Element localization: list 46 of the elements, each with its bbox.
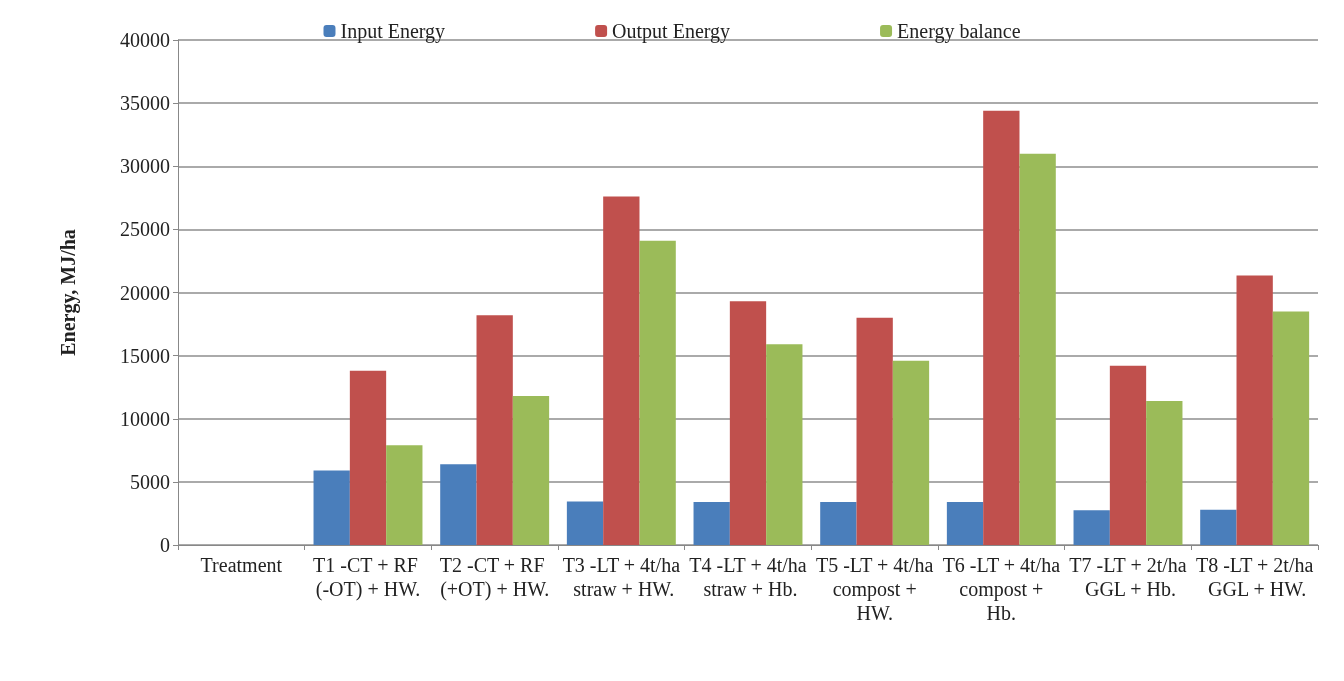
bar [603, 196, 640, 545]
bar [349, 370, 387, 545]
y-axis-title: Energy, MJ/ha [57, 229, 80, 356]
bar [946, 502, 984, 545]
bar [766, 344, 803, 545]
x-tick-label: T5 -LT + 4t/ha compost + HW. [815, 554, 934, 624]
legend-label: Output Energy [612, 20, 731, 43]
y-tick-label: 30000 [120, 155, 170, 178]
x-tick-label: T3 -LT + 4t/ha straw + HW. [562, 554, 681, 600]
bar [512, 396, 550, 545]
y-tick-label: 15000 [120, 344, 170, 367]
bar [1019, 153, 1056, 545]
legend-label: Energy balance [897, 20, 1021, 43]
y-tick-label: 20000 [120, 281, 170, 304]
x-tick-label: T7 -LT + 2t/ha GGL + Hb. [1069, 554, 1187, 600]
bar [1146, 401, 1183, 545]
y-tick-label: 0 [160, 534, 170, 556]
bar [1272, 311, 1310, 545]
bar [313, 470, 350, 545]
bar [566, 501, 604, 545]
x-tick-label: T8 -LT + 2t/ha GGL + HW. [1195, 554, 1314, 600]
y-tick-label: 35000 [120, 92, 170, 115]
bar [1073, 510, 1110, 545]
bar [856, 317, 893, 545]
x-tick-label: Treatment [200, 554, 283, 576]
bar [639, 240, 676, 545]
bar [892, 360, 930, 545]
y-tick-label: 10000 [120, 407, 170, 430]
bar [1200, 509, 1237, 545]
y-tick-label: 5000 [130, 470, 170, 493]
y-tick-label: 40000 [120, 29, 170, 51]
bar [440, 464, 477, 545]
bar [729, 301, 767, 545]
bar [476, 315, 513, 545]
bar [1109, 365, 1147, 545]
bar [386, 445, 423, 545]
bar [820, 502, 857, 545]
x-tick-label: T6 -LT + 4t/ha compost + Hb. [942, 554, 1061, 624]
x-tick-label: T2 -CT + RF (+OT) + HW. [439, 554, 550, 601]
x-tick-label: T1 -CT + RF (-OT) + HW. [313, 554, 423, 601]
x-tick-label: T4 -LT + 4t/ha straw + Hb. [689, 554, 807, 600]
legend-label: Input Energy [340, 20, 446, 43]
y-tick-label: 25000 [120, 218, 170, 241]
bar [1236, 275, 1273, 545]
bar [693, 502, 730, 545]
bar [983, 110, 1020, 545]
